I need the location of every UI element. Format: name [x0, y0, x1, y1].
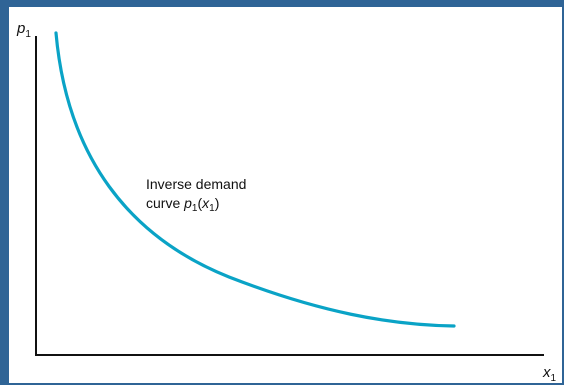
- y-axis-label: p1: [16, 20, 31, 40]
- inverse-demand-diagram: p1 x1 Inverse demand curve p1(x1): [16, 20, 557, 383]
- curve-label-line1: Inverse demand: [146, 176, 246, 192]
- x-axis-label: x1: [542, 364, 557, 383]
- inverse-demand-curve: [54, 31, 456, 328]
- diagram-panel: p1 x1 Inverse demand curve p1(x1): [9, 7, 562, 383]
- curve-label-line2: curve p1(x1): [146, 195, 219, 214]
